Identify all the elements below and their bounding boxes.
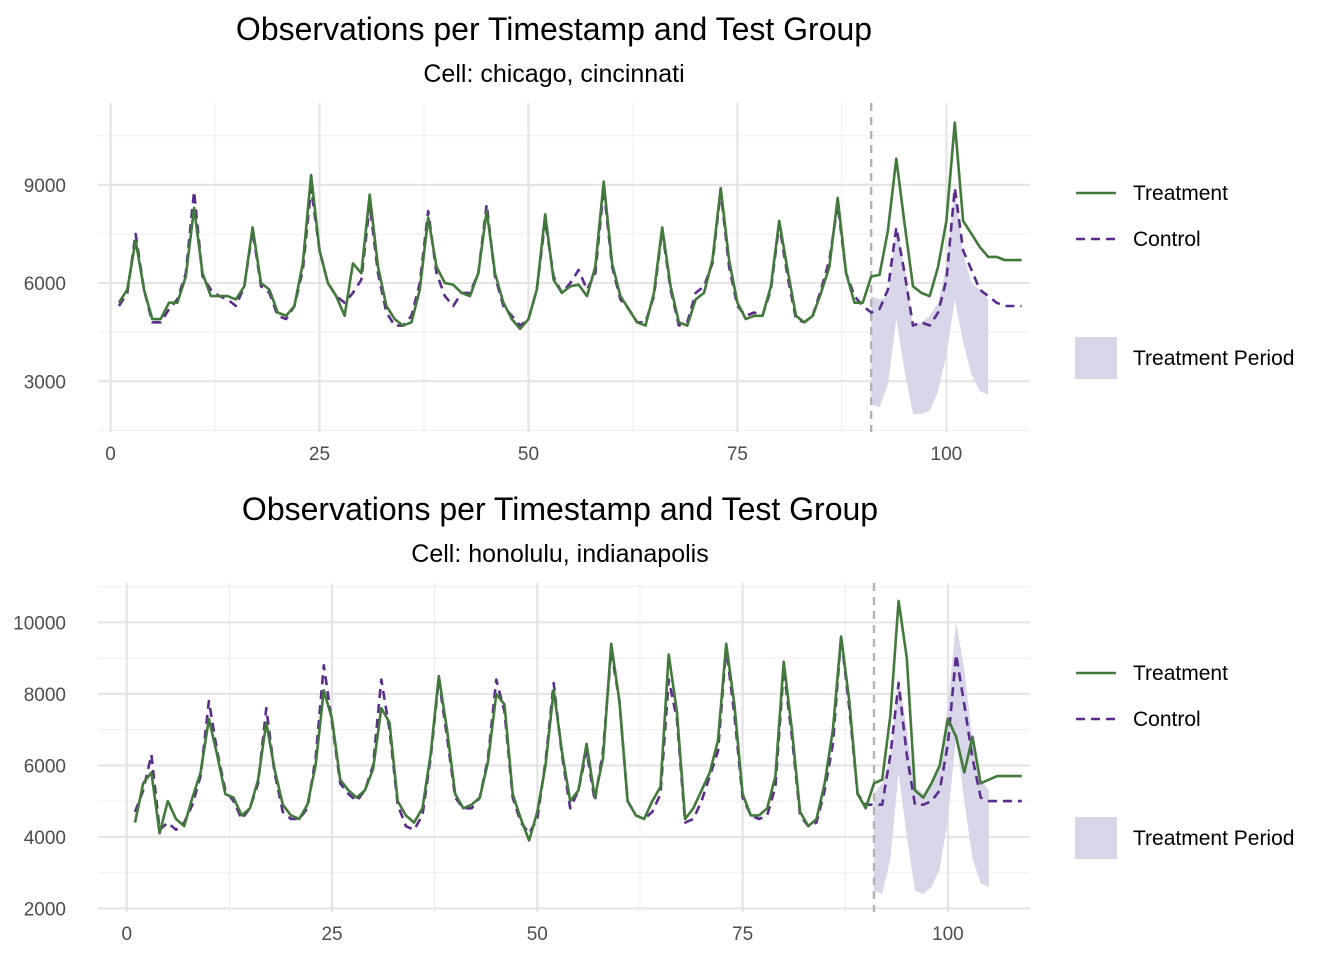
series-line-treatment	[133, 599, 1022, 842]
treatment-period-band-layer	[874, 622, 989, 895]
x-tick-label: 75	[732, 924, 753, 945]
x-tick-label: 25	[309, 444, 330, 465]
grid	[98, 103, 1030, 432]
y-axis-ticks: 2000 4000 6000 8000 10000	[13, 613, 66, 920]
x-axis-ticks: 0 25 50 75 100	[105, 444, 962, 465]
y-axis-ticks: 3000 6000 9000	[24, 176, 66, 393]
chart-subtitle: Cell: honolulu, indianapolis	[411, 540, 708, 568]
x-axis-ticks: 0 25 50 75 100	[121, 924, 963, 945]
y-tick-label: 6000	[24, 274, 66, 295]
legend-label-treatment: Treatment	[1133, 662, 1228, 685]
y-tick-label: 9000	[24, 176, 66, 197]
series-line-treatment	[117, 121, 1022, 331]
legend-label-treatment-period: Treatment Period	[1133, 347, 1294, 370]
series-line-control	[133, 635, 1022, 835]
y-tick-label: 6000	[24, 756, 66, 777]
treatment-period-band-layer	[871, 188, 989, 414]
series-layer	[117, 121, 1022, 331]
series-layer	[133, 599, 1022, 842]
x-tick-label: 50	[527, 924, 548, 945]
legend-swatch-treatment-period	[1075, 817, 1117, 859]
x-tick-label: 100	[931, 444, 963, 465]
treatment-period-band	[871, 188, 989, 414]
panel-bottom: Observations per Timestamp and Test Grou…	[13, 491, 1294, 945]
legend-label-treatment-period: Treatment Period	[1133, 827, 1294, 850]
x-tick-label: 75	[727, 444, 748, 465]
legend-label-control: Control	[1133, 708, 1201, 731]
legend: Treatment Control Treatment Period	[1075, 182, 1294, 379]
y-tick-label: 2000	[24, 899, 66, 920]
legend-swatch-treatment-period	[1075, 337, 1117, 379]
legend-label-control: Control	[1133, 228, 1201, 251]
x-tick-label: 50	[518, 444, 539, 465]
y-tick-label: 3000	[24, 372, 66, 393]
x-tick-label: 25	[321, 924, 342, 945]
y-tick-label: 10000	[13, 613, 66, 634]
chart-subtitle: Cell: chicago, cincinnati	[423, 60, 684, 88]
x-tick-label: 100	[932, 924, 964, 945]
x-tick-label: 0	[105, 444, 116, 465]
chart-title: Observations per Timestamp and Test Grou…	[242, 491, 878, 527]
y-tick-label: 8000	[24, 685, 66, 706]
legend: Treatment Control Treatment Period	[1075, 662, 1294, 859]
chart-title: Observations per Timestamp and Test Grou…	[236, 11, 872, 47]
y-tick-label: 4000	[24, 828, 66, 849]
x-tick-label: 0	[121, 924, 132, 945]
legend-label-treatment: Treatment	[1133, 182, 1228, 205]
panel-top: Observations per Timestamp and Test Grou…	[24, 11, 1295, 465]
treatment-period-band	[874, 622, 989, 895]
